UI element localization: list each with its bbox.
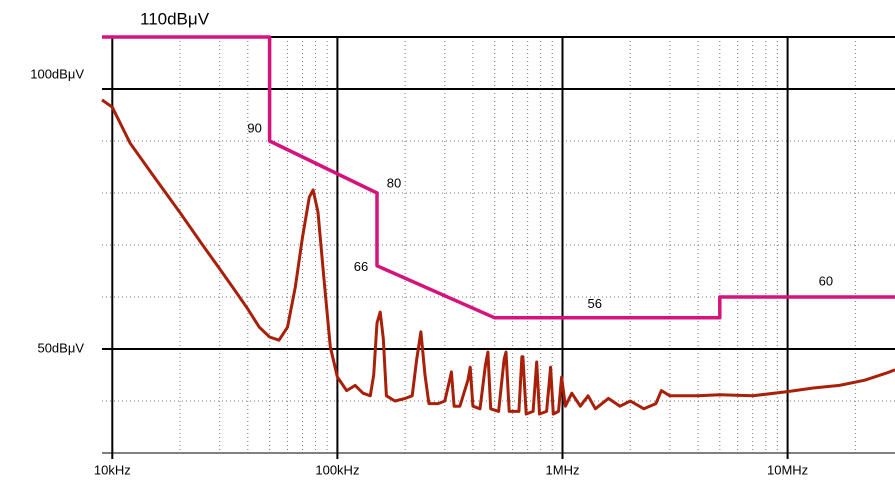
- x-tick-label: 10kHz: [94, 462, 131, 477]
- annotation: 80: [387, 175, 401, 190]
- x-tick-label: 1MHz: [546, 462, 580, 477]
- line: [102, 35, 895, 320]
- line: [101, 98, 895, 416]
- annotation: 56: [588, 296, 602, 311]
- annotation: 66: [354, 259, 368, 274]
- annotation: 90: [247, 120, 261, 135]
- y-tick-label: 100dBμV: [30, 66, 84, 81]
- annotation: 60: [819, 273, 833, 288]
- x-tick-label: 10MHz: [767, 462, 808, 477]
- x-tick-label: 100kHz: [315, 462, 359, 477]
- y-tick-label: 110dBμV: [140, 9, 210, 28]
- y-tick-label: 50dBμV: [37, 340, 84, 355]
